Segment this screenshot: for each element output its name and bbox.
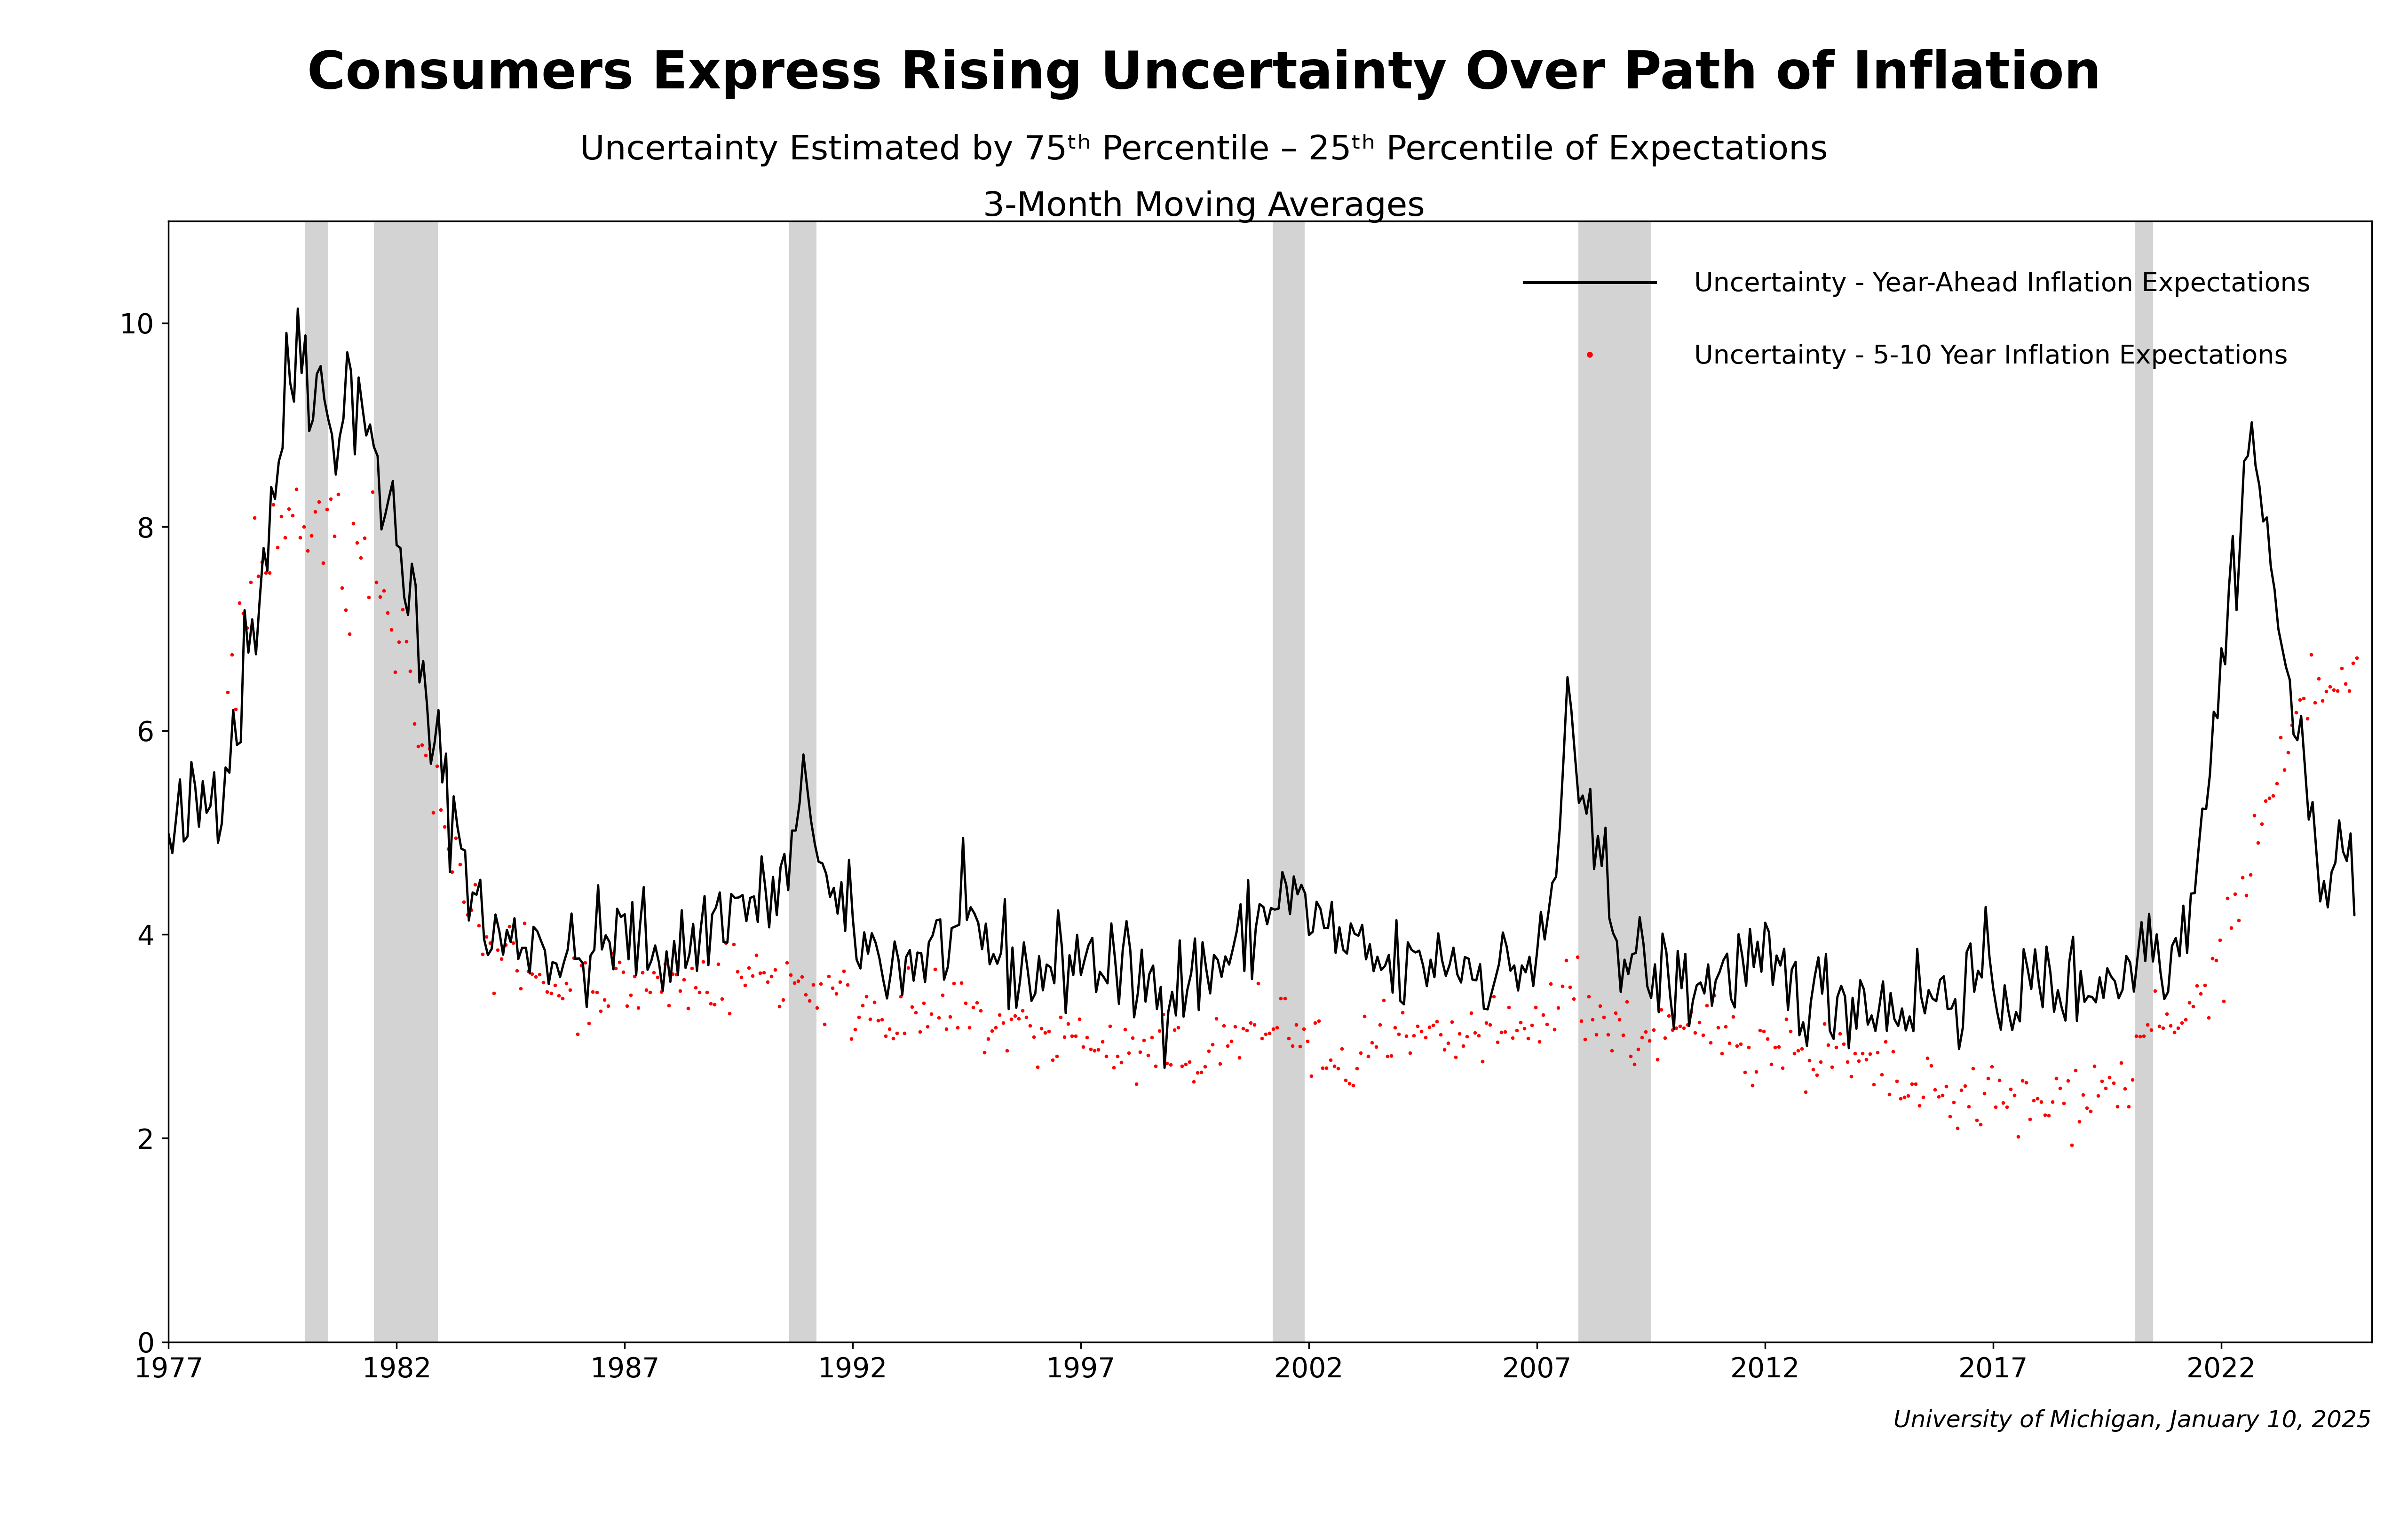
Legend: Uncertainty - Year-Ahead Inflation Expectations, Uncertainty - 5-10 Year Inflati: Uncertainty - Year-Ahead Inflation Expec…: [1498, 246, 2336, 395]
Bar: [790, 221, 816, 1342]
Bar: [306, 221, 327, 1342]
Text: University of Michigan, January 10, 2025: University of Michigan, January 10, 2025: [1893, 1409, 2372, 1432]
Bar: [1271, 221, 1305, 1342]
Text: Consumers Express Rising Uncertainty Over Path of Inflation: Consumers Express Rising Uncertainty Ove…: [306, 49, 2102, 99]
Bar: [2133, 221, 2153, 1342]
Bar: [373, 221, 438, 1342]
Text: Uncertainty Estimated by 75ᵗʰ Percentile – 25ᵗʰ Percentile of Expectations: Uncertainty Estimated by 75ᵗʰ Percentile…: [580, 134, 1828, 166]
Text: 3-Month Moving Averages: 3-Month Moving Averages: [982, 191, 1426, 223]
Bar: [1577, 221, 1652, 1342]
